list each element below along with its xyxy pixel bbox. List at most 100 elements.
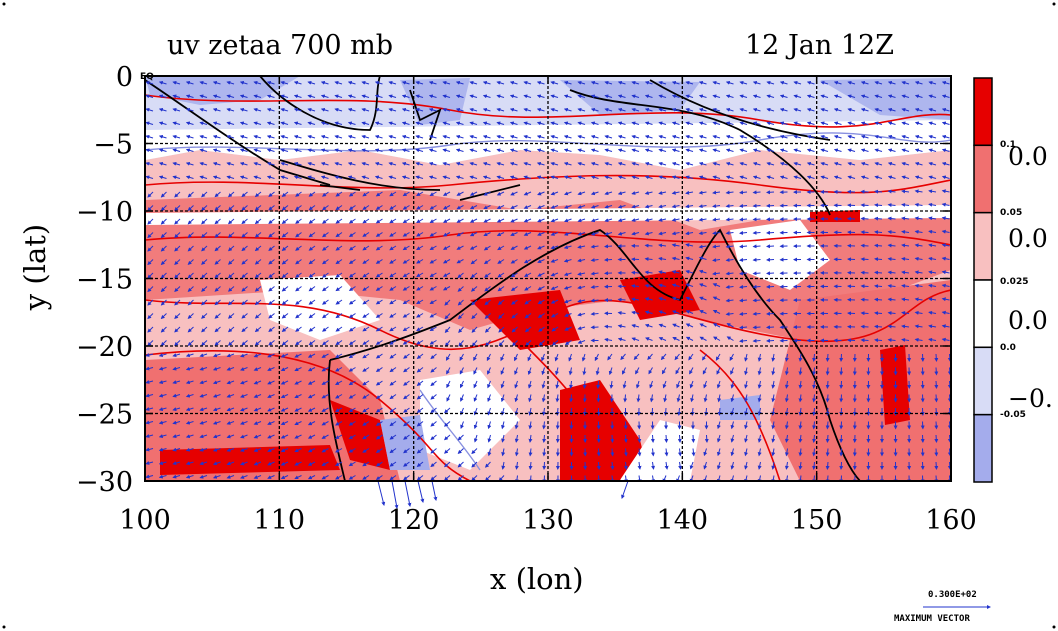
wind-vector [389, 407, 397, 413]
wind-vector [199, 148, 208, 153]
wind-vector [348, 232, 356, 238]
wind-vector [199, 393, 208, 398]
wind-vector [416, 245, 424, 251]
wind-vector [254, 326, 262, 333]
wind-vector [227, 340, 235, 346]
wind-vector [226, 94, 235, 99]
wind-vector [239, 148, 248, 153]
wind-vector [226, 367, 235, 371]
wind-vector [442, 134, 451, 139]
wind-vector [145, 420, 154, 425]
wind-vector [307, 121, 316, 126]
wind-vector [402, 245, 410, 251]
wind-vector [185, 447, 194, 452]
wind-vector [403, 475, 410, 481]
wind-vector [335, 421, 343, 426]
wind-vector [147, 232, 154, 239]
wind-vector [147, 299, 154, 306]
wind-vector [401, 161, 410, 166]
wind-vector [388, 107, 397, 112]
wind-vector [214, 286, 221, 292]
wind-vector [444, 326, 451, 334]
wind-vector [241, 340, 248, 346]
wind-vector [644, 243, 653, 248]
wind-vector [429, 326, 437, 331]
wind-vector [145, 161, 154, 166]
wind-vector [348, 313, 356, 319]
wind-vector [417, 480, 425, 503]
wind-vector [389, 475, 397, 481]
wind-vector [226, 421, 235, 425]
wind-vector [389, 367, 397, 373]
wind-vector [347, 161, 356, 166]
wind-vector [280, 80, 289, 85]
wind-vector [280, 94, 289, 99]
wind-vector [214, 326, 221, 333]
wind-vector [442, 191, 451, 196]
wind-vector [430, 421, 437, 427]
wind-vector [281, 205, 289, 211]
contour-line [519, 339, 621, 481]
wind-vector [147, 340, 154, 347]
wind-vector [212, 380, 221, 385]
wind-vector [253, 421, 262, 425]
field-southern-sw-strong [160, 400, 390, 475]
wind-vector [374, 175, 383, 180]
wind-vectors [145, 80, 951, 481]
wind-vector [334, 121, 343, 126]
wind-vector [348, 461, 356, 467]
colorbar-swatch [973, 279, 993, 349]
wind-vector [415, 121, 424, 126]
wind-vector [416, 340, 424, 345]
wind-vector [322, 299, 329, 305]
wind-vector [429, 218, 437, 223]
wind-vector [416, 299, 424, 305]
wind-vector [322, 272, 329, 278]
wind-vector [199, 447, 208, 452]
wind-vector [294, 475, 302, 480]
wind-vector [308, 313, 316, 319]
wind-vector [253, 367, 262, 371]
wind-vector [174, 299, 181, 306]
wind-vector [401, 80, 410, 85]
wind-vector [240, 475, 248, 479]
wind-vector [267, 407, 275, 412]
wind-vector [253, 80, 262, 85]
wind-vector [241, 191, 248, 198]
wind-vector [717, 407, 722, 416]
wind-vector [307, 134, 316, 139]
wind-vector [361, 161, 370, 166]
wind-vector [403, 380, 410, 386]
wind-vector [253, 148, 262, 153]
coast-australia-west [327, 359, 346, 481]
x-tick-label: 160 [925, 505, 977, 536]
vectors-below-plot [377, 480, 629, 509]
wind-vector [212, 148, 221, 153]
wind-vector [362, 475, 370, 480]
wind-vector [158, 107, 167, 112]
wind-vector [389, 448, 397, 454]
wind-vector [361, 134, 370, 139]
wind-vector [185, 461, 194, 466]
wind-vector [362, 259, 370, 264]
wind-vector [239, 175, 248, 180]
wind-vector [214, 191, 221, 198]
wind-vector [429, 286, 437, 291]
wind-vector [172, 407, 181, 412]
wind-vector [442, 161, 451, 166]
wind-vector [322, 205, 329, 211]
y-tick-label: −10 [76, 197, 133, 228]
wind-vector [266, 107, 275, 112]
wind-vector [174, 340, 181, 347]
wind-vector [825, 380, 830, 389]
wind-vector [375, 191, 383, 197]
wind-vector [389, 245, 397, 251]
wind-vector [389, 353, 397, 359]
wind-vector [308, 326, 316, 332]
wind-vector [187, 313, 194, 319]
wind-vector [416, 367, 424, 373]
wind-vector [596, 461, 601, 470]
wind-vector [266, 121, 275, 126]
wind-vector [621, 480, 629, 499]
contour-line [145, 349, 471, 481]
